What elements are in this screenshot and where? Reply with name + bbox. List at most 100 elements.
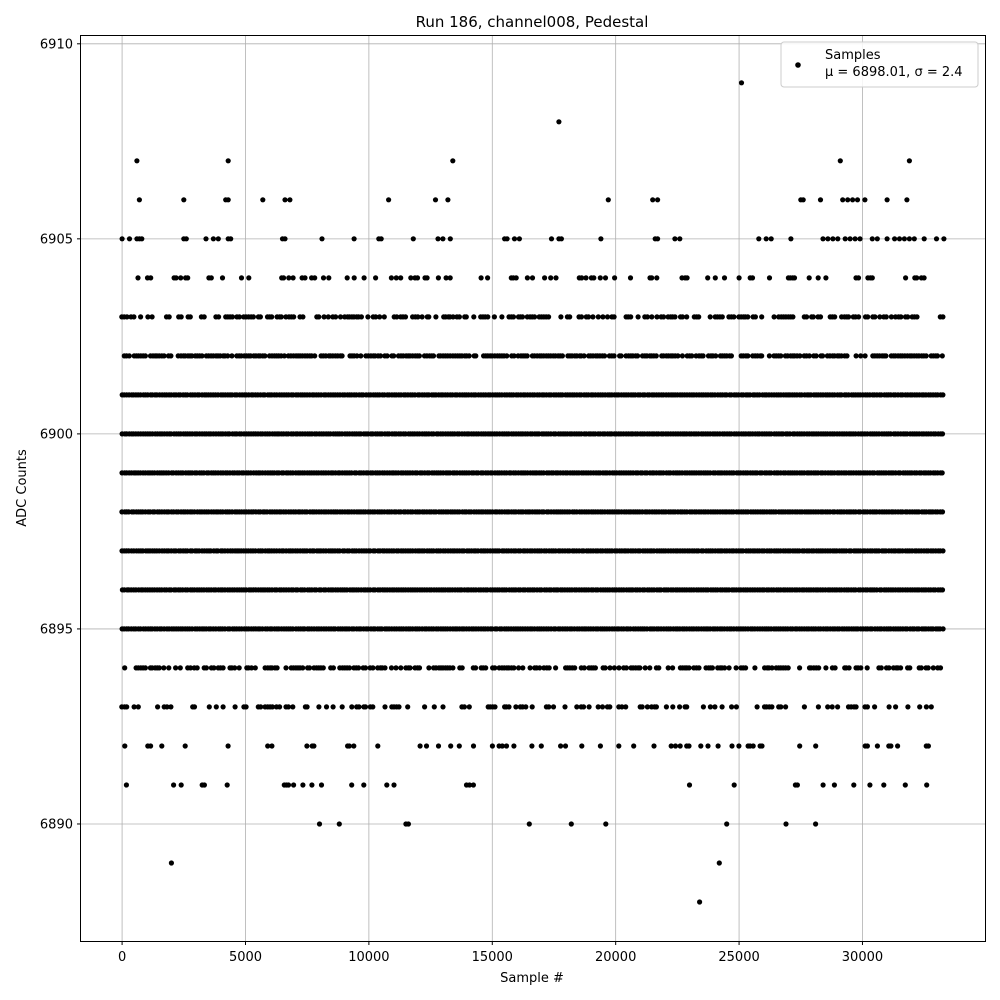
data-point	[168, 353, 174, 359]
data-point	[733, 665, 739, 671]
data-point	[135, 704, 141, 710]
data-point	[466, 782, 473, 788]
y-tick-label: 6890	[40, 817, 73, 832]
data-point	[285, 782, 292, 788]
data-point	[901, 236, 908, 242]
data-point	[252, 665, 258, 671]
data-point	[874, 743, 881, 749]
legend-label-series: Samples	[825, 48, 881, 63]
data-point	[269, 704, 275, 710]
data-point	[391, 782, 397, 788]
data-point	[883, 353, 889, 359]
data-point	[155, 704, 161, 710]
data-point	[698, 743, 704, 749]
data-point	[726, 665, 732, 671]
data-point	[842, 236, 848, 242]
data-point	[884, 236, 890, 242]
data-point	[677, 743, 683, 749]
data-point	[872, 314, 878, 320]
data-point	[304, 743, 310, 749]
data-point	[661, 314, 667, 320]
data-point	[473, 353, 479, 359]
data-point	[733, 704, 740, 710]
data-point	[440, 236, 446, 242]
data-point	[485, 275, 491, 281]
data-point	[769, 665, 775, 671]
data-point	[797, 353, 803, 359]
data-point	[892, 236, 898, 242]
data-point	[178, 314, 184, 320]
data-point	[384, 353, 390, 359]
data-point	[783, 821, 789, 827]
data-point	[529, 743, 535, 749]
data-point	[511, 353, 517, 359]
data-point	[381, 314, 387, 320]
data-point	[513, 275, 519, 281]
data-point	[895, 743, 901, 749]
data-point	[370, 665, 376, 671]
x-tick-label: 20000	[595, 950, 636, 965]
data-point	[921, 236, 927, 242]
data-point	[820, 236, 826, 242]
data-point	[149, 314, 155, 320]
data-point	[220, 665, 226, 671]
data-point	[556, 119, 562, 125]
data-point	[414, 275, 421, 281]
data-point	[877, 314, 883, 320]
data-point	[523, 704, 529, 710]
data-point	[914, 275, 920, 281]
data-point	[905, 314, 911, 320]
data-point	[791, 275, 798, 281]
data-point	[228, 236, 234, 242]
x-tick-label: 10000	[348, 950, 389, 965]
data-point	[904, 197, 910, 203]
data-point	[219, 275, 226, 281]
data-point	[837, 158, 843, 164]
data-point	[846, 314, 852, 320]
data-point	[729, 704, 735, 710]
data-point	[644, 314, 651, 320]
data-point	[684, 314, 690, 320]
data-point	[940, 392, 946, 398]
data-point	[558, 314, 564, 320]
data-point	[524, 353, 530, 359]
data-point	[459, 665, 465, 671]
data-point	[382, 704, 388, 710]
data-point	[422, 704, 428, 710]
plot-frame	[80, 35, 986, 942]
data-point	[377, 314, 383, 320]
data-point	[886, 704, 892, 710]
data-point	[208, 275, 214, 281]
data-point	[224, 782, 230, 788]
data-point	[918, 665, 924, 671]
data-point	[813, 821, 819, 827]
data-point	[291, 314, 297, 320]
data-point	[503, 743, 510, 749]
data-point	[896, 236, 903, 242]
data-point	[307, 665, 313, 671]
data-point	[320, 665, 326, 671]
data-point	[618, 353, 624, 359]
y-tick-label: 6900	[40, 427, 73, 442]
data-point	[800, 197, 806, 203]
data-point	[906, 158, 913, 164]
data-point	[291, 782, 297, 788]
data-point	[639, 704, 645, 710]
data-point	[851, 782, 857, 788]
data-point	[736, 743, 742, 749]
data-point	[853, 704, 859, 710]
data-point	[370, 704, 376, 710]
data-point	[282, 197, 288, 203]
data-point	[300, 782, 306, 788]
data-point	[769, 704, 775, 710]
data-point	[835, 704, 841, 710]
data-point	[391, 353, 397, 359]
data-point	[312, 353, 318, 359]
data-point	[616, 665, 622, 671]
data-point	[844, 353, 850, 359]
data-point	[914, 314, 920, 320]
data-point	[499, 314, 505, 320]
data-point	[553, 665, 559, 671]
data-point	[835, 236, 841, 242]
data-point	[450, 314, 456, 320]
